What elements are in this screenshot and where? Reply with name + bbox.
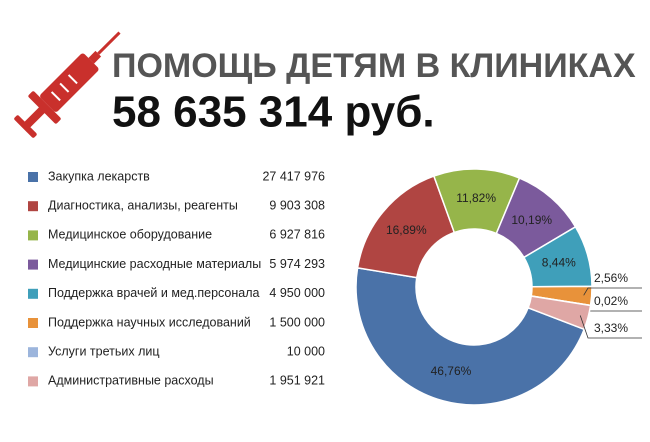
donut-slice [527, 295, 592, 331]
syringe-icon [14, 31, 121, 138]
leader-line [583, 287, 642, 296]
legend-swatch [28, 230, 38, 241]
legend-amount: 5 974 293 [269, 257, 325, 271]
slice-label: 0,02% [594, 294, 628, 308]
slice-label: 2,56% [594, 271, 628, 285]
legend-swatch [28, 318, 38, 328]
slice-label: 46,76% [431, 364, 472, 378]
legend-swatch [28, 259, 38, 270]
legend-label: Медицинские расходные материалы [48, 257, 261, 271]
legend-label: Закупка лекарств [48, 169, 150, 183]
legend-amount: 9 903 308 [269, 198, 325, 212]
legend-label: Диагностика, анализы, реагенты [48, 198, 238, 212]
legend-label: Административные расходы [48, 374, 214, 388]
legend-swatch [28, 201, 38, 212]
legend-amount: 1 951 921 [269, 374, 325, 388]
legend-amount: 4 950 000 [269, 286, 325, 300]
chart-subtitle: 58 635 314 руб. [112, 88, 435, 137]
slice-label: 10,19% [511, 213, 552, 227]
legend-swatch [28, 288, 38, 299]
slice-label: 8,44% [542, 256, 576, 270]
legend-label: Поддержка врачей и мед.персонала [48, 286, 260, 300]
legend-swatch [28, 172, 38, 182]
legend-label: Медицинское оборудование [48, 228, 212, 242]
legend-swatch [28, 376, 38, 387]
legend-swatch [28, 347, 38, 358]
legend-amount: 1 500 000 [269, 315, 325, 329]
legend-amount: 27 417 976 [262, 169, 325, 183]
slice-label: 16,89% [386, 223, 427, 237]
legend-amount: 10 000 [287, 344, 325, 358]
slice-label: 11,82% [456, 191, 496, 205]
legend-label: Поддержка научных исследований [48, 315, 251, 329]
chart-title: ПОМОЩЬ ДЕТЯМ В КЛИНИКАХ [112, 47, 636, 85]
legend-amount: 6 927 816 [269, 228, 325, 242]
leader-line [579, 315, 642, 339]
slice-label: 3,33% [594, 321, 628, 335]
donut-slice [355, 267, 586, 406]
legend-label: Услуги третьих лиц [48, 344, 160, 358]
